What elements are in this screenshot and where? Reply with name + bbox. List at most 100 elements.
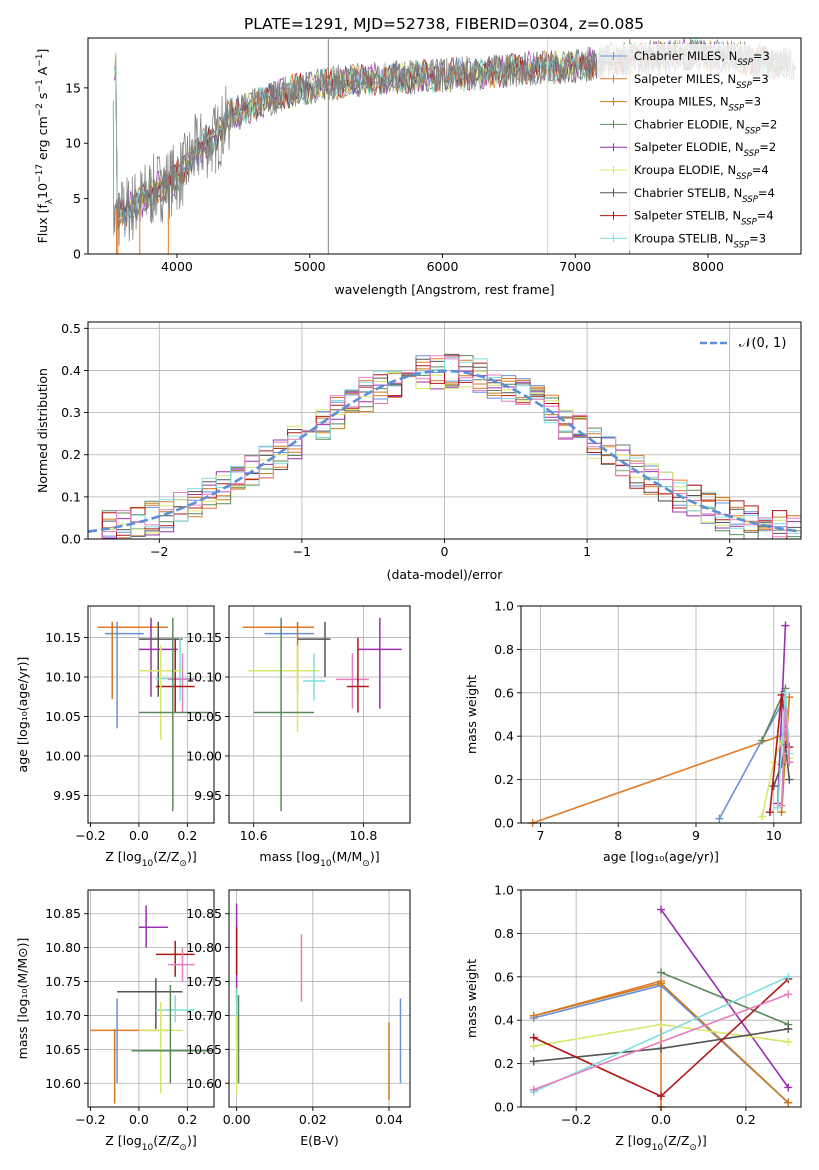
y-tick-label: 9.95 xyxy=(53,788,81,803)
weight-marker xyxy=(781,706,790,715)
y-tick-label: 0.2 xyxy=(494,772,514,787)
x-axis-label: Z [log10(Z/Z⊙)] xyxy=(615,1133,706,1153)
x-tick-label: 0.04 xyxy=(375,1112,403,1127)
y-tick-label: 0.6 xyxy=(494,685,514,700)
weight-vs-age-panel: 7 8 9 10 0.0 0.2 0.4 0.6 0.8 1.0 age [log₁₀(age/yr… xyxy=(464,599,802,864)
x-tick-label: 0.0 xyxy=(129,828,149,843)
weight-marker xyxy=(784,1024,793,1033)
x-tick-label: 0.2 xyxy=(736,1112,756,1127)
residual-histogram-panel: −2 −1 0 1 2 0.0 0.1 0.2 0.3 0.4 0.5 (data-model)/er… xyxy=(35,321,802,582)
x-tick-label: 0.2 xyxy=(177,828,197,843)
y-tick-label: 10.10 xyxy=(45,670,81,685)
legend-entry: Kroupa MILES, NSSP=3 xyxy=(634,95,761,114)
x-tick-label: 6000 xyxy=(427,259,459,274)
y-tick-label: 0.4 xyxy=(61,363,81,378)
legend-entry: Kroupa ELODIE, NSSP=4 xyxy=(634,163,769,182)
y-tick-label: 0.3 xyxy=(61,405,81,420)
weight-series-line xyxy=(718,696,787,820)
x-tick-label: 10.8 xyxy=(349,828,377,843)
y-axis-label: Flux [fλ10−17 erg cm−2 s−1 A−1] xyxy=(35,49,55,244)
weight-series-line xyxy=(660,909,789,1088)
x-tick-label: 0.0 xyxy=(129,1112,149,1127)
axes-frame xyxy=(87,37,802,255)
weight-marker xyxy=(529,1085,538,1094)
x-tick-label: 8 xyxy=(614,828,622,843)
x-tick-label: 4000 xyxy=(161,259,193,274)
weight-marker xyxy=(657,905,665,914)
y-tick-label: 10.75 xyxy=(45,974,81,989)
x-tick-label: −2 xyxy=(150,544,168,559)
x-tick-label: 0 xyxy=(441,544,449,559)
weight-marker xyxy=(529,1011,538,1020)
y-tick-label: 10.00 xyxy=(45,748,81,763)
weight-marker xyxy=(784,1037,793,1046)
axes-frame xyxy=(87,889,215,1108)
y-tick-label: 0.0 xyxy=(61,532,81,547)
x-tick-label: −0.2 xyxy=(75,1112,105,1127)
x-axis-label: age [log₁₀(age/yr)] xyxy=(603,849,719,864)
x-tick-label: 5000 xyxy=(294,259,326,274)
age-vs-metallicity-panel: −0.2 0.0 0.2 9.95 10.00 10.05 10.10 10.15 Z [log… xyxy=(15,605,215,869)
weight-marker xyxy=(657,968,665,977)
y-axis-label: mass [log₁₀(M/M⊙)] xyxy=(15,938,30,1060)
x-tick-label: 0.2 xyxy=(177,1112,197,1127)
weight-marker xyxy=(784,1083,793,1092)
axes-frame xyxy=(87,605,215,824)
weight-marker xyxy=(715,814,724,823)
y-tick-label: 10.15 xyxy=(45,630,81,645)
legend-box xyxy=(597,44,797,250)
y-tick-label: 0.8 xyxy=(494,926,514,941)
y-tick-label: 0.6 xyxy=(494,969,514,984)
weight-marker xyxy=(769,782,778,791)
y-tick-label: 10.05 xyxy=(45,709,81,724)
weight-vs-metallicity-panel: −0.2 0.0 0.2 0.0 0.2 0.4 0.6 0.8 1.0 Z [log10(Z/Z… xyxy=(464,883,802,1153)
weight-marker xyxy=(785,693,794,702)
y-tick-label: 1.0 xyxy=(494,599,514,614)
x-tick-label: 0.0 xyxy=(651,1112,671,1127)
weight-marker xyxy=(657,1092,665,1101)
weight-marker xyxy=(529,1042,538,1051)
x-tick-label: 0.02 xyxy=(299,1112,327,1127)
y-tick-label: 10.80 xyxy=(45,940,81,955)
legend-entry: Chabrier MILES, NSSP=3 xyxy=(634,49,770,68)
y-tick-label: 10.85 xyxy=(45,906,81,921)
y-tick-label: 10.80 xyxy=(186,940,222,955)
x-tick-label: 7000 xyxy=(559,259,591,274)
y-tick-label: 0 xyxy=(73,247,81,262)
weight-marker xyxy=(785,775,794,784)
weight-marker xyxy=(785,758,794,767)
spectrum-panel: 4000 5000 6000 7000 8000 0 5 10 15 wavelength [An… xyxy=(35,37,802,297)
x-tick-label: 9 xyxy=(692,828,700,843)
y-axis-label: mass weight xyxy=(464,675,479,754)
figure-title: PLATE=1291, MJD=52738, FIBERID=0304, z=0… xyxy=(244,15,644,33)
x-tick-label: 10 xyxy=(766,828,782,843)
legend-entry: 𝒩(0, 1) xyxy=(739,336,786,351)
weight-marker xyxy=(529,1033,538,1042)
y-tick-label: 0.8 xyxy=(494,642,514,657)
x-axis-label: Z [log10(Z/Z⊙)] xyxy=(105,849,196,869)
y-tick-label: 10.60 xyxy=(186,1076,222,1091)
y-tick-label: 10.05 xyxy=(186,709,222,724)
axes-frame xyxy=(228,605,411,824)
y-tick-label: 0.0 xyxy=(494,816,514,831)
weight-marker xyxy=(657,1044,665,1053)
x-tick-label: 2 xyxy=(726,544,734,559)
y-tick-label: 15 xyxy=(65,80,81,95)
y-tick-label: 10.75 xyxy=(186,974,222,989)
y-axis-label: mass weight xyxy=(464,959,479,1038)
y-tick-label: 0.1 xyxy=(61,489,81,504)
y-tick-label: 0.2 xyxy=(61,447,81,462)
y-tick-label: 10.10 xyxy=(186,670,222,685)
y-tick-label: 0.5 xyxy=(61,321,81,336)
y-tick-label: 10 xyxy=(65,136,81,151)
weight-marker xyxy=(657,1020,665,1029)
weight-marker xyxy=(784,990,793,999)
weight-series-line xyxy=(532,733,786,824)
y-tick-label: 9.95 xyxy=(194,788,222,803)
x-tick-label: 1 xyxy=(583,544,591,559)
y-axis-label: age [log₁₀(age/yr)] xyxy=(15,657,30,773)
x-axis-label-mass: mass [log10(M/M⊙)] xyxy=(259,849,379,869)
legend-entry: Chabrier ELODIE, NSSP=2 xyxy=(634,117,777,136)
y-tick-label: 5 xyxy=(73,191,81,206)
